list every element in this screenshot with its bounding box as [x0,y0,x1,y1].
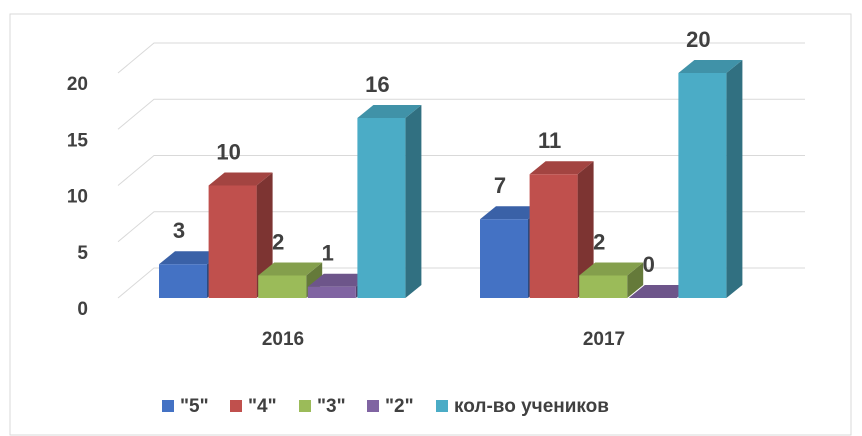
bar-top [529,161,594,175]
value-label: 16 [365,72,389,97]
bar-front [678,73,727,298]
bar-front [258,275,307,298]
bar-top [208,172,273,186]
bar-top [678,60,743,73]
bar [258,262,323,298]
bar-side [256,172,273,298]
legend-swatch [367,400,379,412]
bar [357,105,422,298]
value-label: 7 [494,173,506,198]
legend-label: "2" [385,396,414,417]
value-label: 0 [643,252,655,277]
legend-swatch [230,400,242,412]
bar [529,161,594,298]
bar [678,60,743,298]
bar-top [480,206,544,220]
bar-front [579,275,628,298]
bar-side [577,161,594,298]
grid-line [117,155,805,186]
bar-top [628,285,693,298]
value-label: 20 [686,27,710,52]
bar-top [307,273,372,287]
grid-line [117,42,805,74]
value-label: 3 [173,218,185,243]
bar-top [357,105,422,118]
grid-line [117,98,805,130]
bar [208,172,273,298]
value-label: 1 [322,241,334,266]
y-tick-label: 5 [77,243,88,264]
bar [628,285,693,298]
legend-label: кол-во учеников [454,396,609,417]
value-label: 11 [538,128,561,153]
bar-top [159,251,223,265]
legend-swatch [436,400,448,412]
legend-label: "4" [248,396,277,417]
bar-top [258,262,323,276]
y-tick-label: 0 [77,299,88,320]
legend-label: "5" [180,396,209,417]
legend-label: "3" [317,396,346,417]
bar-front [307,286,356,298]
bar-front [529,174,578,298]
x-tick-label: 2016 [262,329,304,350]
bar-top [579,262,644,276]
value-label: 10 [216,139,240,164]
bar-front [480,219,528,298]
bar-front [357,118,406,298]
bar-front [159,264,207,298]
bar-side [627,262,644,298]
y-tick-label: 10 [67,187,88,208]
legend-swatch [299,400,311,412]
bar-front [208,185,257,298]
value-label: 2 [272,229,284,254]
y-tick-label: 15 [67,130,89,151]
y-tick-label: 20 [67,74,88,95]
value-label: 2 [593,229,605,254]
bar-side [726,60,743,298]
x-tick-label: 2017 [583,329,625,350]
bar [579,262,644,298]
bar-side [405,105,422,298]
legend-swatch [162,400,174,412]
